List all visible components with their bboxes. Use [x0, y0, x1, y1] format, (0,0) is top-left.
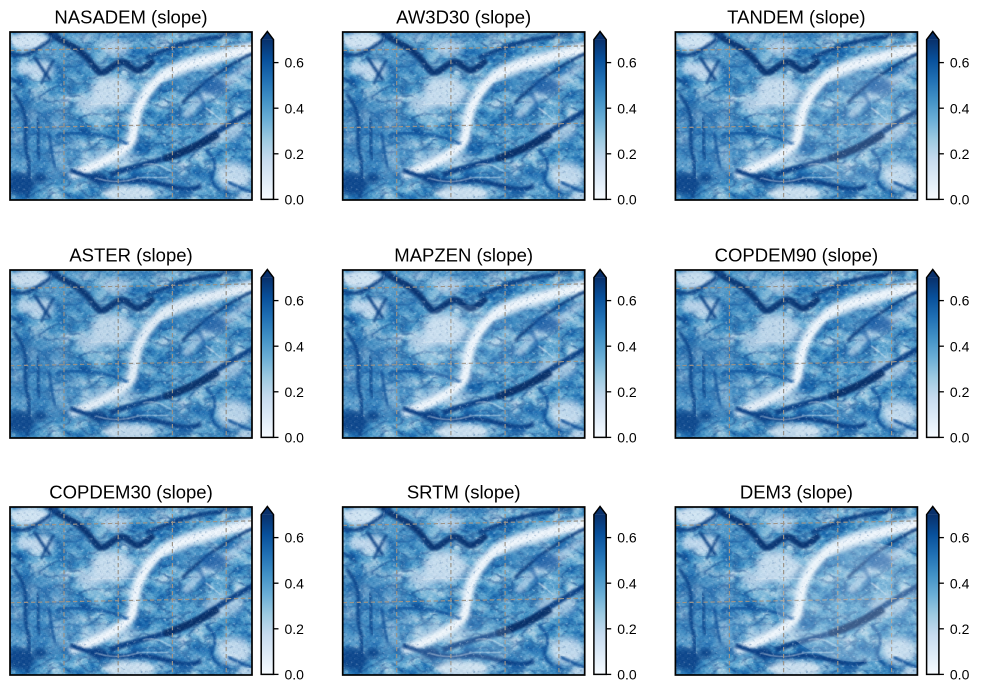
svg-text:0.2: 0.2: [285, 621, 305, 637]
svg-text:0.0: 0.0: [285, 192, 305, 208]
svg-text:0.2: 0.2: [617, 384, 637, 400]
svg-text:0.6: 0.6: [950, 55, 970, 71]
svg-text:0.4: 0.4: [950, 338, 970, 354]
svg-text:COPDEM90 (slope): COPDEM90 (slope): [715, 244, 878, 265]
svg-text:0.2: 0.2: [950, 621, 970, 637]
svg-text:0.0: 0.0: [950, 667, 970, 683]
svg-text:0.6: 0.6: [617, 530, 637, 546]
svg-text:0.2: 0.2: [950, 384, 970, 400]
svg-text:0.0: 0.0: [617, 192, 637, 208]
svg-text:0.6: 0.6: [285, 530, 305, 546]
svg-text:COPDEM30 (slope): COPDEM30 (slope): [49, 481, 212, 502]
svg-text:0.0: 0.0: [285, 667, 305, 683]
svg-text:0.6: 0.6: [285, 55, 305, 71]
svg-text:DEM3 (slope): DEM3 (slope): [740, 481, 853, 502]
svg-text:0.4: 0.4: [617, 338, 637, 354]
svg-text:0.4: 0.4: [285, 338, 305, 354]
svg-text:0.4: 0.4: [285, 575, 305, 591]
svg-text:0.6: 0.6: [617, 55, 637, 71]
svg-text:0.0: 0.0: [950, 192, 970, 208]
svg-text:0.6: 0.6: [285, 293, 305, 309]
svg-text:MAPZEN (slope): MAPZEN (slope): [394, 244, 533, 265]
svg-text:0.2: 0.2: [950, 146, 970, 162]
svg-text:TANDEM (slope): TANDEM (slope): [727, 6, 865, 27]
svg-text:0.6: 0.6: [617, 293, 637, 309]
svg-text:0.4: 0.4: [950, 100, 970, 116]
svg-text:0.0: 0.0: [617, 667, 637, 683]
svg-text:0.2: 0.2: [285, 384, 305, 400]
svg-text:0.2: 0.2: [617, 621, 637, 637]
svg-text:0.2: 0.2: [285, 146, 305, 162]
svg-text:0.6: 0.6: [950, 530, 970, 546]
svg-text:0.0: 0.0: [617, 430, 637, 446]
svg-text:0.0: 0.0: [950, 430, 970, 446]
svg-text:0.2: 0.2: [617, 146, 637, 162]
svg-text:0.4: 0.4: [950, 575, 970, 591]
svg-text:0.6: 0.6: [950, 293, 970, 309]
svg-text:ASTER (slope): ASTER (slope): [69, 244, 192, 265]
svg-text:0.4: 0.4: [617, 575, 637, 591]
svg-text:SRTM (slope): SRTM (slope): [407, 481, 521, 502]
svg-text:NASADEM (slope): NASADEM (slope): [54, 6, 207, 27]
svg-text:AW3D30 (slope): AW3D30 (slope): [396, 6, 531, 27]
svg-text:0.4: 0.4: [617, 100, 637, 116]
svg-text:0.0: 0.0: [285, 430, 305, 446]
svg-text:0.4: 0.4: [285, 100, 305, 116]
